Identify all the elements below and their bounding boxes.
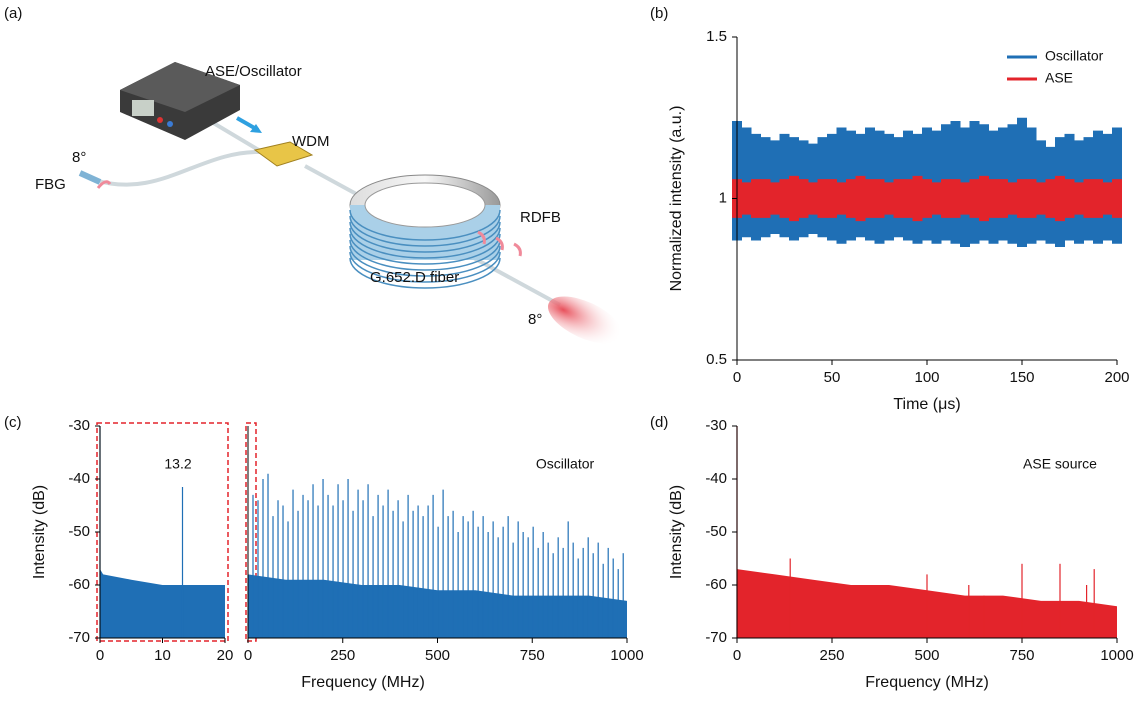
y-tick-label: 1 [719, 189, 727, 206]
y-tick-label: 0.5 [706, 351, 727, 368]
fbg [78, 170, 102, 185]
annotation: ASE source [1023, 456, 1097, 472]
angle-label: 8° [72, 149, 86, 166]
x-tick-label: 150 [1009, 369, 1034, 386]
y-axis-label: Intensity (dB) [31, 485, 48, 579]
x-tick-label: 500 [425, 647, 450, 664]
x-tick-label: 0 [733, 369, 741, 386]
x-tick-label: 750 [520, 647, 545, 664]
y-axis-label: Normalized intensity (a.u.) [668, 106, 685, 292]
y-tick-label: -40 [705, 470, 727, 487]
x-axis-label: Frequency (MHz) [301, 674, 425, 691]
y-tick-label: -60 [68, 576, 90, 593]
annotation: Oscillator [536, 456, 595, 472]
y-axis-label: Intensity (dB) [668, 485, 685, 579]
panel-label: (d) [650, 414, 668, 431]
y-tick-label: -50 [705, 523, 727, 540]
arrow [250, 124, 262, 133]
fiber [94, 149, 263, 187]
rdfb-label: RDFB [520, 209, 561, 226]
coil-windings [349, 209, 501, 289]
angle-label: 8° [528, 311, 542, 328]
y-tick-label: -40 [68, 470, 90, 487]
y-tick-label: -60 [705, 576, 727, 593]
x-tick-label: 1000 [1100, 647, 1133, 664]
x-tick-label: 750 [1009, 647, 1034, 664]
zoom-region [245, 422, 257, 642]
panel-label: (a) [4, 5, 22, 22]
device-screen [132, 100, 154, 116]
device-knob [167, 121, 173, 127]
noise-floor [248, 574, 627, 638]
device-top [120, 62, 240, 112]
y-tick-label: -70 [68, 629, 90, 646]
x-tick-label: 0 [244, 647, 252, 664]
wdm [253, 141, 314, 167]
x-tick-label: 10 [154, 647, 171, 664]
x-axis-label: Time (μs) [893, 396, 960, 413]
x-tick-label: 50 [824, 369, 841, 386]
panel-label: (c) [4, 414, 22, 431]
noise-floor [100, 569, 225, 638]
legend-label: Oscillator [1045, 48, 1104, 64]
fbg-label: FBG [35, 176, 66, 193]
annotation: 13.2 [164, 456, 191, 472]
device-knob [157, 117, 163, 123]
coil-hole [364, 182, 486, 228]
fiber-label: G.652.D fiber [370, 269, 459, 286]
x-axis-label: Frequency (MHz) [865, 674, 989, 691]
x-tick-label: 20 [217, 647, 234, 664]
x-tick-label: 0 [96, 647, 104, 664]
legend-label: ASE [1045, 70, 1073, 86]
x-tick-label: 200 [1104, 369, 1129, 386]
x-tick-label: 1000 [610, 647, 643, 664]
y-tick-label: 1.5 [706, 28, 727, 45]
y-tick-label: -30 [705, 417, 727, 434]
x-tick-label: 0 [733, 647, 741, 664]
panel-label: (b) [650, 5, 668, 22]
y-tick-label: -30 [68, 417, 90, 434]
device-label: ASE/Oscillator [205, 63, 302, 80]
setup-diagram: ASE/Oscillator WDM 8° FBG RDFB G.652.D f… [35, 62, 623, 344]
x-tick-label: 100 [914, 369, 939, 386]
x-tick-label: 250 [330, 647, 355, 664]
y-tick-label: -70 [705, 629, 727, 646]
y-tick-label: -50 [68, 523, 90, 540]
scatter-arrows [96, 180, 522, 257]
x-tick-label: 250 [819, 647, 844, 664]
x-tick-label: 500 [914, 647, 939, 664]
wdm-label: WDM [292, 133, 330, 150]
output-glow [547, 296, 623, 344]
